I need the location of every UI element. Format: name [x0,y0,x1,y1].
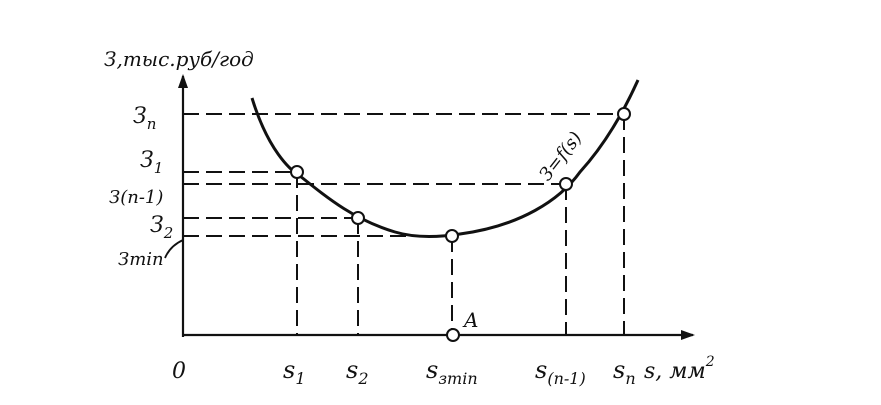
y-label-zn1: З(n-1) [109,187,163,208]
point-a [446,328,460,342]
curve-label: З=f(s) [535,128,586,185]
x-axis-title: s, мм2 [644,354,715,384]
x-label-sn1: s(n-1) [535,356,586,388]
x-label-s1: s1 [283,356,306,388]
cost-curve [250,79,640,238]
x-label-szmin: sзmin [426,356,478,388]
x-label-sn: sn [613,356,636,388]
y-label-zmin: Зmin [118,249,164,270]
y-label-z1: З1 [140,148,163,177]
y-label-zn: Зn [133,104,156,133]
zmin-pointer [164,239,184,259]
y-label-z2: З2 [150,213,173,242]
point-sn1 [559,177,573,191]
curve-points [290,107,631,342]
x-label-s2: s2 [346,356,369,388]
point-s2 [351,211,365,225]
point-sn [617,107,631,121]
point-szmin [445,229,459,243]
point-a-label: A [462,308,478,332]
origin-label: 0 [172,359,186,384]
y-axis-title: З,тыс.руб/год [104,47,254,71]
point-s1 [290,165,304,179]
